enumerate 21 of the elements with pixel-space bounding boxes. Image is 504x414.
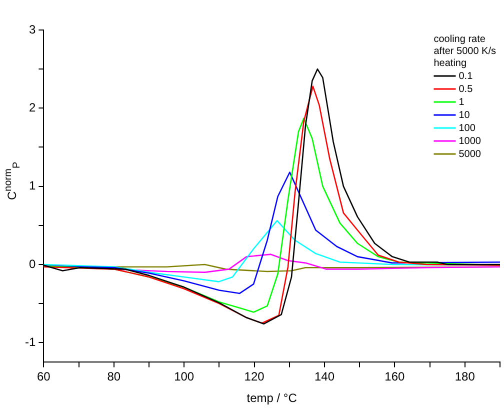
x-tick-label: 140 — [314, 370, 335, 384]
legend-title: cooling rate after 5000 K/s heating — [434, 34, 496, 69]
x-tick-label: 160 — [384, 370, 406, 384]
y-tick-label: -1 — [25, 334, 36, 349]
x-tick-label: 100 — [174, 370, 194, 384]
legend-label: 1 — [458, 96, 465, 108]
legend-label: 0.1 — [458, 70, 474, 82]
x-tick-label: 60 — [36, 370, 51, 384]
x-tick-label: 80 — [107, 370, 121, 384]
legend-label: 100 — [458, 122, 476, 134]
legend-label: 1000 — [458, 136, 482, 147]
x-tick-label: 180 — [454, 370, 476, 384]
legend-label: 0.5 — [458, 84, 474, 95]
y-tick-label: 0 — [28, 256, 36, 271]
legend-label: 5000 — [458, 148, 482, 160]
y-tick-label: 3 — [28, 22, 36, 36]
y-tick-label: 1 — [28, 178, 36, 193]
x-axis-title: temp / °C — [246, 391, 298, 406]
legend-label: 10 — [458, 110, 470, 121]
x-tick-label: 120 — [244, 370, 265, 384]
y-tick-label: 2 — [28, 100, 36, 114]
